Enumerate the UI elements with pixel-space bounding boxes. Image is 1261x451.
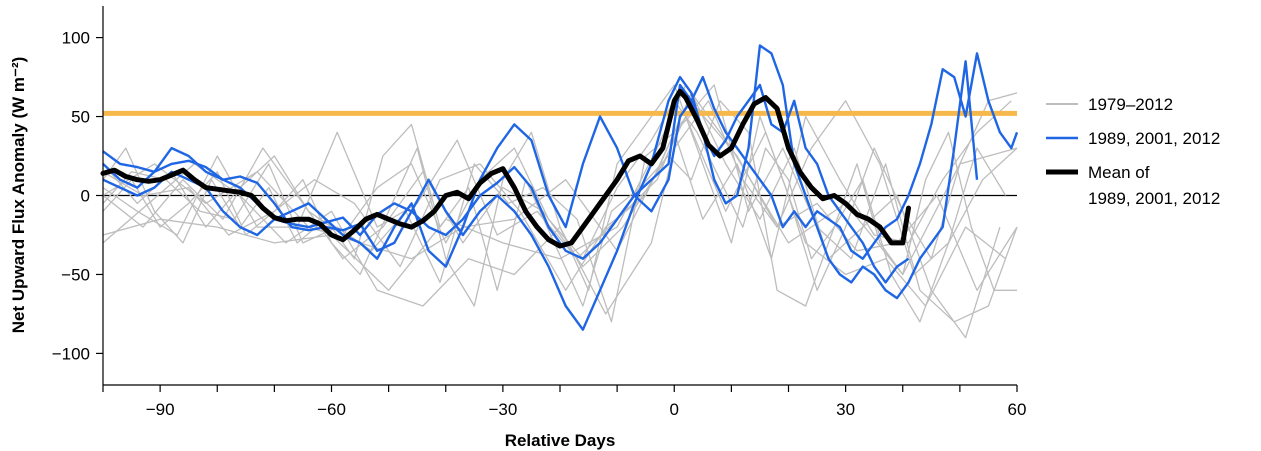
plot-area [100,44,1019,339]
series-blue-line-1 [102,44,979,331]
y-tick-label: 0 [81,187,90,206]
x-tick-label: 30 [836,400,855,419]
legend-label-mean: Mean of 1989, 2001, 2012 [1088,163,1220,208]
y-axis-title: Net Upward Flux Anomaly (W m⁻²) [9,57,28,334]
series-gray-line-3 [102,100,1018,315]
x-tick-label: −30 [488,400,517,419]
series-mean-line [100,88,911,249]
series-gray-line-5 [102,84,1018,323]
series-gray-line-7 [102,107,1018,291]
legend-label-gray: 1979–2012 [1088,95,1173,114]
x-tick-label: 0 [670,400,679,419]
legend-label-blue: 1989, 2001, 2012 [1088,129,1220,148]
y-tick-label: −50 [61,265,90,284]
axes: −100 −50 0 50 100 −90 −60 −30 0 30 60 [52,6,1027,419]
series-blue-line-2 [102,52,1019,268]
series-gray-line-2 [102,115,1007,307]
series-gray-line-6 [102,100,1012,323]
y-tick-label: 100 [62,29,90,48]
x-tick-label: 60 [1008,400,1027,419]
x-axis-title: Relative Days [505,431,616,450]
y-tick-label: −100 [52,344,90,363]
series-gray-line-0 [102,100,1017,291]
x-tick-label: −90 [146,400,175,419]
x-tick-label: −60 [317,400,346,419]
series-gray-line-9 [102,92,1001,339]
y-tick-label: 50 [71,108,90,127]
legend: 1979–2012 1989, 2001, 2012 Mean of 1989,… [1046,95,1220,208]
